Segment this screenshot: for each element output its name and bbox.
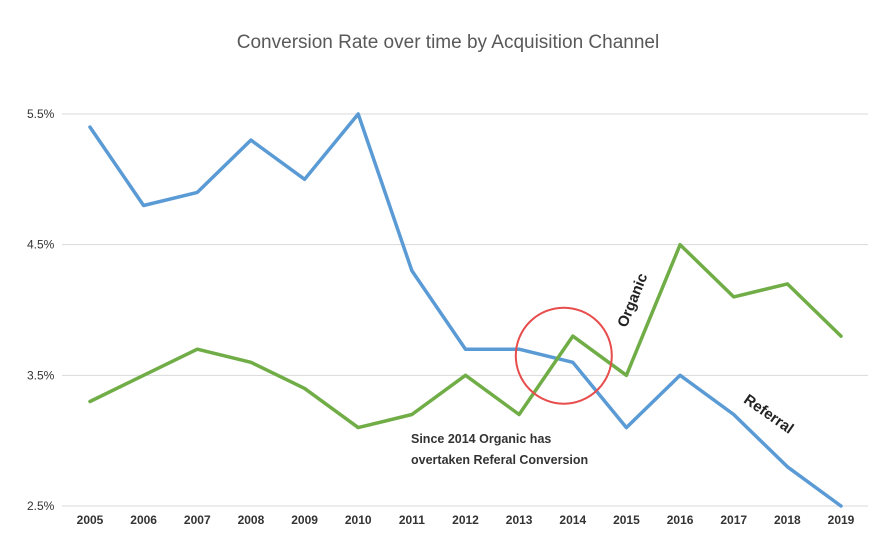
x-tick-label: 2010	[345, 513, 372, 527]
x-tick-label: 2005	[77, 513, 104, 527]
x-tick-label: 2013	[506, 513, 533, 527]
x-tick-label: 2012	[452, 513, 479, 527]
series-line-organic	[88, 242, 843, 430]
x-tick-label: 2011	[399, 513, 425, 527]
series-label-organic: Organic	[614, 271, 651, 330]
annotation-note-line-1: Since 2014 Organic has	[411, 432, 551, 446]
x-tick-label: 2017	[720, 513, 747, 527]
highlight-circle	[514, 306, 613, 405]
annotations: Organic Referral Since 2014 Organic has …	[411, 271, 797, 467]
x-tick-label: 2019	[828, 513, 855, 527]
annotation-note-line-2: overtaken Referal Conversion	[411, 453, 588, 467]
series-line-referral	[88, 112, 843, 508]
x-tick-label: 2006	[130, 513, 157, 527]
y-tick-label: 2.5%	[27, 499, 55, 513]
x-tick-label: 2014	[559, 513, 586, 527]
x-axis: 2005 2006 2007 2008 2009 2010 2011 2012 2013 2014…	[77, 513, 855, 527]
y-tick-label: 5.5%	[27, 107, 55, 121]
x-tick-label: 2008	[238, 513, 265, 527]
grid	[62, 113, 868, 507]
series-lines	[88, 112, 843, 508]
y-tick-label: 4.5%	[27, 238, 55, 252]
x-tick-label: 2015	[613, 513, 640, 527]
x-tick-label: 2007	[184, 513, 211, 527]
y-tick-label: 3.5%	[27, 368, 55, 382]
x-tick-label: 2016	[667, 513, 694, 527]
x-tick-label: 2009	[291, 513, 318, 527]
chart-title: Conversion Rate over time by Acquisition…	[237, 32, 659, 53]
y-axis: 2.5% 3.5% 4.5% 5.5%	[27, 107, 55, 513]
x-tick-label: 2018	[774, 513, 801, 527]
